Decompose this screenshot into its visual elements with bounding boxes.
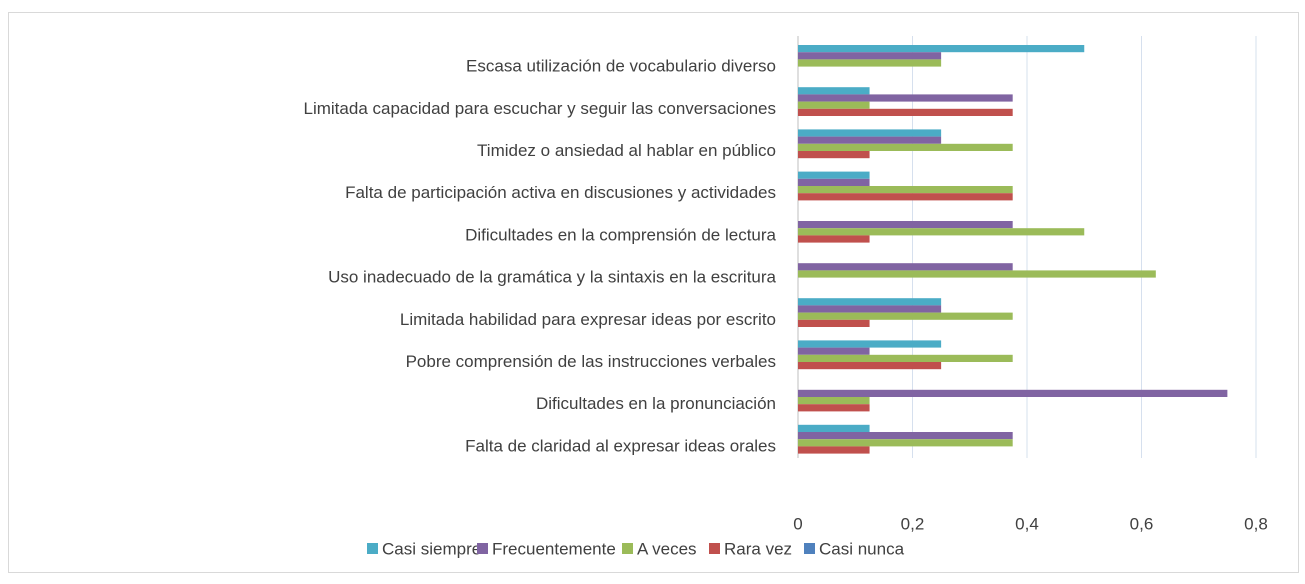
legend-label: Rara vez [724,539,792,558]
legend-swatch [622,543,633,554]
bar [798,424,870,432]
bar [798,129,942,137]
legend-label: Casi siempre [382,539,481,558]
bar [798,389,1228,397]
bar [798,446,870,454]
bar [798,362,942,370]
bar [798,298,942,306]
bar [798,59,942,67]
bar [798,151,870,159]
legend-label: Frecuentemente [492,539,616,558]
bar [798,270,1156,278]
legend-label: Casi nunca [819,539,905,558]
bar [798,432,1013,440]
bar [798,340,942,348]
bar [798,319,870,327]
y-tick-label: Uso inadecuado de la gramática y la sint… [328,268,776,287]
y-tick-label: Timidez o ansiedad al hablar en público [477,141,776,160]
bar [798,228,1085,236]
y-tick-label: Pobre comprensión de las instrucciones v… [406,352,776,371]
chart-border [8,12,1299,573]
bar [798,397,870,405]
bar [798,235,870,243]
legend-swatch [477,543,488,554]
legend-swatch [367,543,378,554]
x-tick-label: 0,6 [1130,514,1154,533]
y-tick-label: Limitada capacidad para escuchar y segui… [304,99,776,118]
legend-swatch [804,543,815,554]
bar [798,404,870,412]
bar [798,101,870,109]
legend-label: A veces [637,539,697,558]
bar [798,87,870,95]
bar [798,45,1085,53]
bar [798,136,942,144]
bar [798,178,870,186]
bar [798,347,870,355]
y-tick-label: Escasa utilización de vocabulario divers… [466,57,776,76]
bar [798,171,870,179]
y-tick-label: Falta de participación activa en discusi… [345,183,776,202]
bar [798,305,942,313]
bar [798,439,1013,447]
y-tick-label: Dificultades en la comprensión de lectur… [465,225,776,244]
bar [798,312,1013,320]
bar [798,52,942,60]
x-tick-label: 0,8 [1244,514,1268,533]
x-tick-label: 0,4 [1015,514,1039,533]
bar [798,94,1013,102]
x-tick-label: 0 [793,514,802,533]
x-tick-label: 0,2 [901,514,925,533]
bar [798,193,1013,201]
y-tick-label: Limitada habilidad para expresar ideas p… [400,310,776,329]
bar [798,221,1013,229]
bar [798,143,1013,151]
bar [798,108,1013,116]
legend-swatch [709,543,720,554]
bar [798,186,1013,194]
bar [798,263,1013,271]
y-tick-label: Falta de claridad al expresar ideas oral… [465,436,776,455]
bar [798,354,1013,362]
y-tick-label: Dificultades en la pronunciación [536,394,776,413]
